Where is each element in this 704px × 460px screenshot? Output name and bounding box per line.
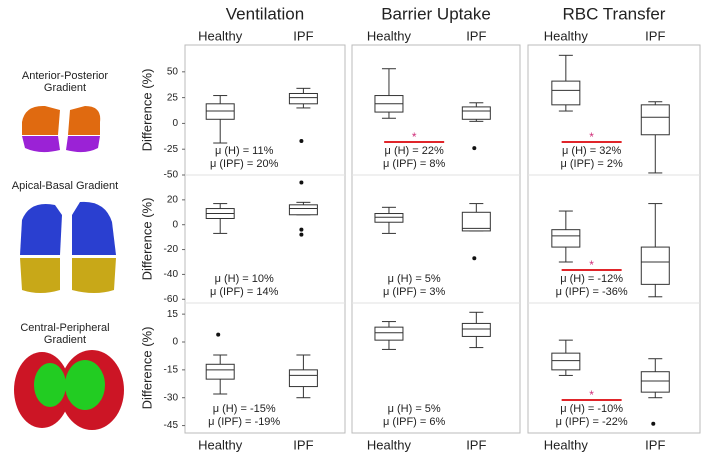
annotation: μ (H) = -15%	[213, 403, 276, 415]
category-label: IPF	[293, 437, 313, 452]
lung-ap	[22, 105, 101, 153]
outlier	[299, 227, 304, 232]
y-tick-label: 15	[167, 309, 179, 320]
category-label: IPF	[466, 437, 486, 452]
y-tick-label: 20	[167, 194, 179, 205]
annotation: μ (H) = 5%	[388, 403, 441, 415]
y-tick-label: -30	[164, 392, 179, 403]
box	[551, 80, 581, 106]
annotation: μ (IPF) = 3%	[383, 286, 445, 298]
annotation: μ (IPF) = 8%	[383, 158, 445, 170]
box	[551, 352, 581, 371]
annotation: μ (IPF) = 2%	[560, 158, 622, 170]
y-tick-label: 0	[172, 118, 178, 129]
column-title: Ventilation	[226, 4, 304, 23]
y-tick-label: 0	[172, 337, 178, 348]
annotation: μ (IPF) = 20%	[210, 158, 279, 170]
y-tick-label: -20	[164, 244, 179, 255]
box	[640, 104, 670, 136]
annotation: μ (H) = 10%	[215, 273, 274, 285]
column-title: Barrier Uptake	[381, 4, 491, 23]
significance-mark: *	[589, 388, 594, 402]
y-tick-label: -45	[164, 420, 179, 431]
outlier	[472, 146, 477, 151]
box	[205, 363, 235, 380]
box	[288, 204, 318, 216]
panel-frame	[527, 44, 701, 434]
category-label: IPF	[645, 437, 665, 452]
category-label: Healthy	[544, 28, 589, 43]
box	[288, 92, 318, 105]
y-tick-label: -50	[164, 170, 179, 181]
box	[551, 229, 581, 248]
outlier	[299, 232, 304, 237]
category-label: Healthy	[367, 28, 412, 43]
column-title: RBC Transfer	[563, 4, 666, 23]
box	[640, 246, 670, 285]
panel-frame	[184, 44, 346, 434]
annotation: μ (H) = 11%	[215, 145, 274, 157]
box	[374, 326, 404, 341]
category-label: Healthy	[544, 437, 589, 452]
outlier	[651, 421, 656, 426]
box	[640, 371, 670, 393]
row-title: Apical-Basal Gradient	[11, 180, 119, 192]
category-label: Healthy	[198, 28, 243, 43]
category-label: Healthy	[198, 437, 243, 452]
annotation: μ (IPF) = -22%	[556, 416, 628, 428]
category-label: Healthy	[367, 437, 412, 452]
row-title: Central-Peripheral Gradient	[20, 322, 110, 346]
box	[205, 103, 235, 120]
y-tick-label: -60	[164, 294, 179, 305]
annotation: μ (IPF) = -19%	[208, 416, 280, 428]
annotation: μ (H) = 32%	[562, 145, 621, 157]
panel-frame	[351, 44, 521, 434]
y-axis-label: Difference (%)	[139, 69, 154, 152]
lung-ab	[20, 201, 116, 293]
box	[374, 213, 404, 223]
annotation: μ (H) = -10%	[560, 403, 623, 415]
box	[461, 211, 491, 232]
y-axis-label: Difference (%)	[139, 327, 154, 410]
outlier	[472, 256, 477, 261]
annotation: μ (IPF) = 6%	[383, 416, 445, 428]
box	[461, 322, 491, 337]
category-label: IPF	[293, 28, 313, 43]
category-label: IPF	[466, 28, 486, 43]
significance-mark: *	[589, 130, 594, 144]
y-tick-label: 0	[172, 219, 178, 230]
category-label: IPF	[645, 28, 665, 43]
row-title: Anterior-Posterior Gradient	[21, 70, 109, 94]
annotation: μ (H) = 5%	[388, 273, 441, 285]
outlier	[299, 138, 304, 143]
significance-mark: *	[412, 130, 417, 144]
box	[288, 369, 318, 388]
y-tick-label: -15	[164, 364, 179, 375]
lung-cp	[14, 350, 124, 430]
y-tick-label: 25	[167, 92, 179, 103]
annotation: μ (IPF) = -36%	[556, 286, 628, 298]
y-tick-label: -40	[164, 269, 179, 280]
annotation: μ (H) = 22%	[385, 145, 444, 157]
outlier	[216, 332, 221, 337]
annotation: μ (IPF) = 14%	[210, 286, 279, 298]
y-tick-label: -25	[164, 144, 179, 155]
significance-mark: *	[589, 258, 594, 272]
annotation: μ (H) = -12%	[560, 273, 623, 285]
y-tick-label: 50	[167, 66, 179, 77]
outlier	[299, 180, 304, 185]
box	[461, 106, 491, 120]
y-axis-label: Difference (%)	[139, 198, 154, 281]
